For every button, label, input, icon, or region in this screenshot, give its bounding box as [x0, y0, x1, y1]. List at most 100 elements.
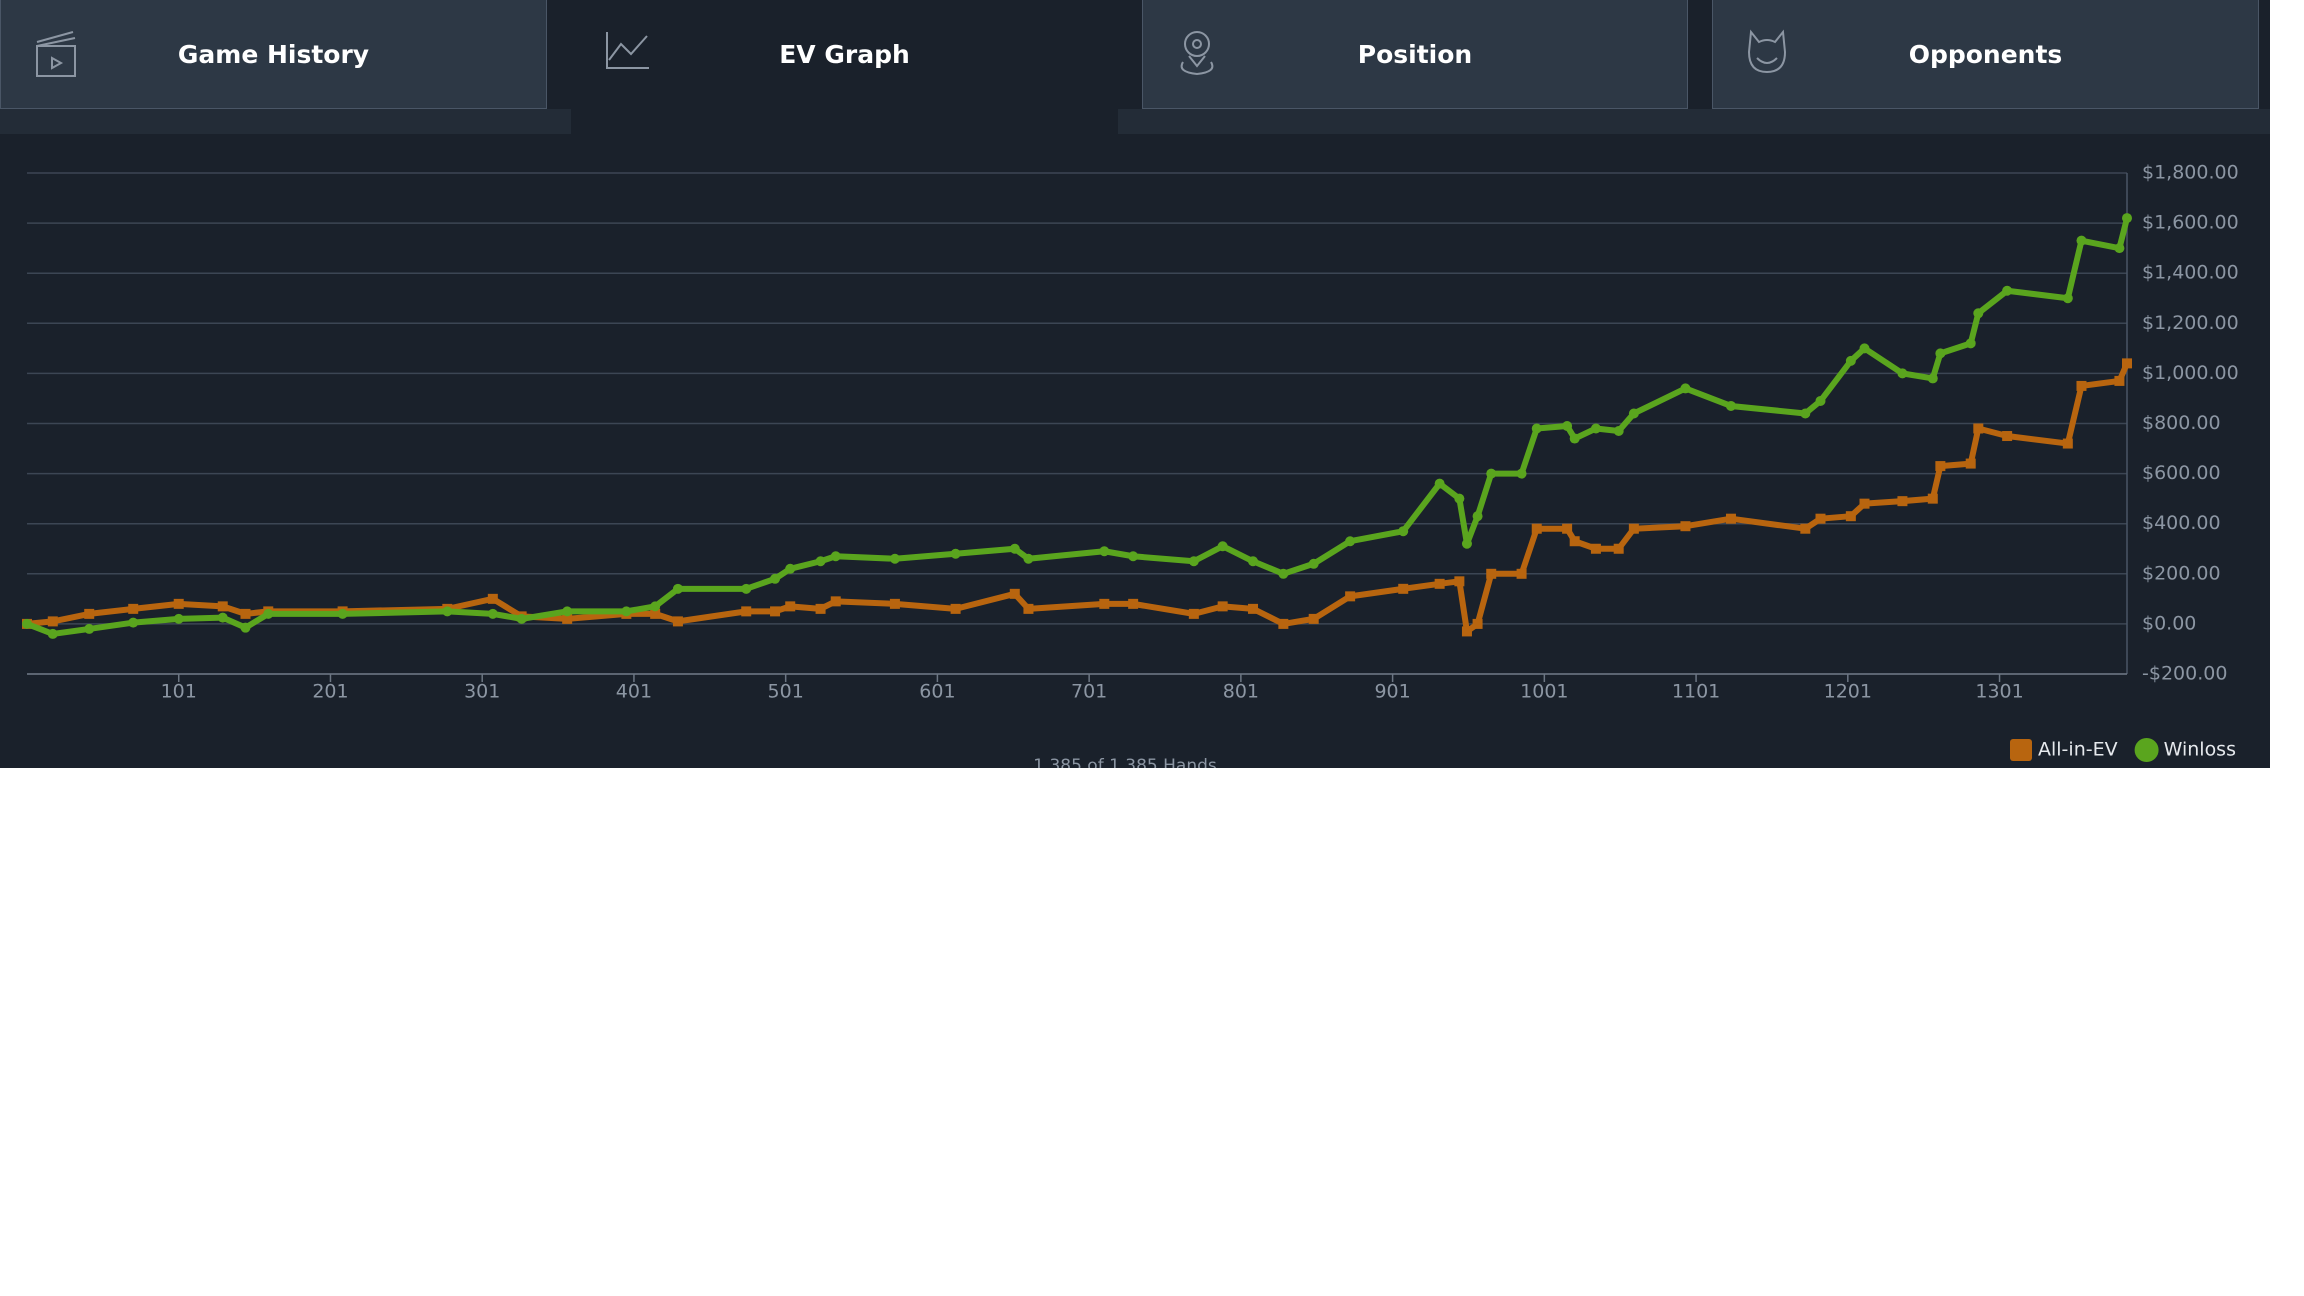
- marker: [1398, 526, 1409, 537]
- marker: [1516, 568, 1527, 579]
- marker: [263, 608, 274, 619]
- marker: [1308, 613, 1319, 624]
- legend-swatch: [2010, 739, 2032, 761]
- marker: [1278, 618, 1289, 629]
- marker: [889, 598, 900, 609]
- marker: [1023, 603, 1034, 614]
- marker: [1800, 408, 1811, 419]
- x-tick-label: 901: [1374, 681, 1410, 703]
- marker: [2062, 293, 2073, 304]
- marker: [47, 616, 58, 627]
- marker: [1897, 496, 1908, 507]
- marker: [2062, 438, 2073, 449]
- icon: [606, 32, 649, 69]
- chart: 1,385 of 1,385 Hands -$200.00 $0.00 $200.0…: [22, 162, 2239, 768]
- marker: [1248, 556, 1259, 567]
- marker: [741, 583, 752, 594]
- marker: [1897, 368, 1908, 379]
- marker: [1308, 558, 1319, 569]
- marker: [173, 598, 184, 609]
- marker: [1859, 498, 1870, 509]
- marker: [1023, 553, 1034, 564]
- tab[interactable]: Game History: [0, 0, 547, 109]
- marker: [487, 593, 498, 604]
- y-tick-label: $1,600.00: [2142, 212, 2239, 234]
- x-tick-label: 1001: [1520, 681, 1568, 703]
- legend-label: Winloss: [2164, 739, 2236, 761]
- marker: [1680, 521, 1691, 532]
- marker: [240, 608, 251, 619]
- marker: [1099, 598, 1110, 609]
- marker: [1562, 421, 1573, 432]
- marker: [1434, 578, 1445, 589]
- marker: [1845, 511, 1856, 522]
- icon: [36, 31, 76, 77]
- marker: [1345, 591, 1356, 602]
- marker: [1973, 423, 1984, 434]
- marker: [1845, 355, 1856, 366]
- marker: [1562, 523, 1573, 534]
- marker: [337, 608, 348, 619]
- marker: [1009, 588, 1020, 599]
- marker: [84, 608, 95, 619]
- x-tick-label: 1101: [1672, 681, 1720, 703]
- x-tick-label: 401: [616, 681, 652, 703]
- marker: [1486, 468, 1497, 479]
- marker: [1935, 461, 1946, 472]
- x-tick-label: 1201: [1824, 681, 1872, 703]
- marker: [47, 628, 58, 639]
- tab[interactable]: EV Graph: [571, 0, 1118, 134]
- marker: [672, 616, 683, 627]
- marker: [830, 551, 841, 562]
- marker: [442, 606, 453, 617]
- marker: [1099, 546, 1110, 557]
- marker: [1486, 568, 1497, 579]
- x-tick-label: 701: [1071, 681, 1107, 703]
- marker: [2122, 358, 2132, 369]
- marker: [950, 548, 961, 559]
- marker: [1859, 343, 1870, 354]
- marker: [741, 606, 752, 617]
- marker: [1472, 511, 1483, 522]
- y-tick-label: $1,800.00: [2142, 162, 2239, 184]
- marker: [770, 606, 781, 617]
- marker: [1128, 598, 1139, 609]
- marker: [815, 556, 826, 567]
- marker: [487, 608, 498, 619]
- marker: [650, 608, 661, 619]
- marker: [1973, 308, 1984, 319]
- marker: [1434, 478, 1445, 489]
- marker: [1815, 395, 1826, 406]
- tab[interactable]: Opponents: [1712, 0, 2259, 109]
- marker: [1531, 523, 1542, 534]
- marker: [217, 601, 228, 612]
- marker: [1935, 348, 1946, 359]
- app: Game History EV Graph Position Opponents…: [0, 0, 2270, 768]
- marker: [1965, 458, 1976, 469]
- marker: [770, 573, 781, 584]
- marker: [1217, 601, 1228, 612]
- tab-label: Position: [1357, 39, 1473, 69]
- marker: [516, 613, 527, 624]
- marker: [2076, 235, 2087, 246]
- marker: [1454, 493, 1465, 504]
- marker: [1009, 543, 1020, 554]
- marker: [1590, 543, 1601, 554]
- marker: [1569, 536, 1580, 547]
- x-tick-label: 601: [919, 681, 955, 703]
- marker: [621, 606, 632, 617]
- y-tick-label: $1,400.00: [2142, 262, 2239, 284]
- marker: [173, 613, 184, 624]
- marker: [1188, 608, 1199, 619]
- marker: [889, 553, 900, 564]
- tab[interactable]: Position: [1142, 0, 1688, 109]
- marker: [815, 603, 826, 614]
- x-tick-label: 301: [464, 681, 500, 703]
- marker: [1217, 541, 1228, 552]
- marker: [84, 623, 95, 634]
- icon: [1747, 29, 1787, 74]
- marker: [1613, 426, 1624, 437]
- marker: [1188, 556, 1199, 567]
- marker: [1800, 523, 1811, 534]
- y-tick-label: $200.00: [2142, 562, 2221, 584]
